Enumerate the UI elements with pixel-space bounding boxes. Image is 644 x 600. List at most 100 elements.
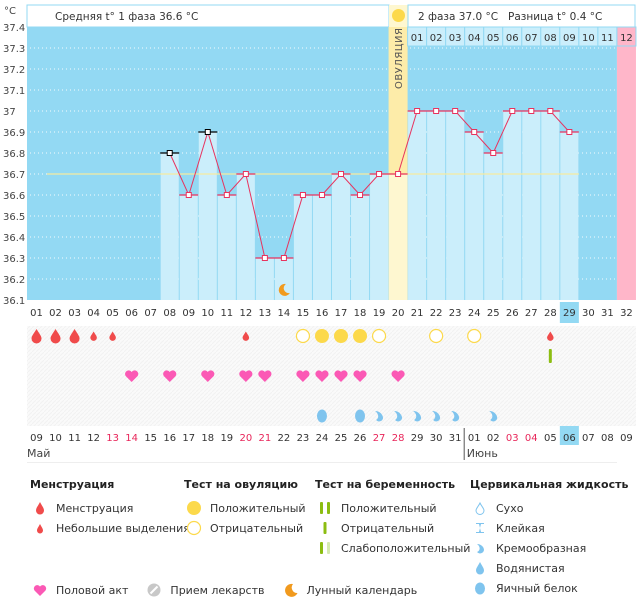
cycle-day-label: 22 <box>430 308 443 319</box>
y-tick-label: 36.9 <box>3 128 25 139</box>
temperature-line <box>169 110 570 259</box>
calendar-date-label: 27 <box>373 433 386 444</box>
calendar-date-label: 30 <box>430 433 443 444</box>
creamy-drop-icon <box>375 411 384 422</box>
spotting-drop-icon <box>90 331 97 341</box>
moon-icon <box>278 283 290 296</box>
calendar-date-label: 09 <box>30 433 43 444</box>
heart-icon <box>391 370 405 382</box>
legend-item: Клейкая <box>470 518 628 538</box>
cycle-day-label: 16 <box>316 308 329 319</box>
x-axis-calendar: 09 10 11 12 13 14 15 16 17 18 19 20 21 22 23 24 25 26 27 28… <box>27 426 633 463</box>
phase2-day-label: 01 <box>411 33 424 44</box>
legend-menstruation: Менструация Менструация Небольшие выделе… <box>30 478 190 538</box>
temperature-point <box>433 108 440 114</box>
calendar-date-label: 24 <box>316 433 329 444</box>
x-axis-cycle-days: 01 02 03 04 05 06 07 08 09 10 11 12 13 14 15 16 17 18 19 20… <box>30 302 633 323</box>
watery-drop-icon <box>470 560 490 576</box>
legend-label: Положительный <box>210 501 306 515</box>
temperature-bar <box>179 195 198 300</box>
cycle-day-label: 09 <box>182 308 195 319</box>
temperature-bar <box>255 258 274 300</box>
heart-icon <box>125 370 139 382</box>
calendar-date-label: 20 <box>239 433 252 444</box>
legend-title: Менструация <box>30 478 115 491</box>
heart-icon <box>353 370 367 382</box>
legend: Менструация Менструация Небольшие выделе… <box>0 470 644 597</box>
calendar-date-label: 05 <box>544 433 557 444</box>
cycle-day-label: 23 <box>449 308 462 319</box>
creamy-drop-icon <box>432 411 441 422</box>
cycle-day-label: 20 <box>392 308 405 319</box>
cycle-day-label: 13 <box>259 308 272 319</box>
heart-icon <box>163 370 177 382</box>
temperature-point <box>490 150 497 156</box>
cycle-day-label: 06 <box>125 308 138 319</box>
ovulation-test-positive-icon <box>314 329 329 343</box>
spotting-drop-icon <box>242 331 250 341</box>
temperature-bar <box>446 111 465 300</box>
phase2-day-label: 12 <box>620 33 633 44</box>
calendar-date-label: 08 <box>601 433 614 444</box>
legend-item: Прием лекарств <box>144 580 265 600</box>
cycle-day-label: 18 <box>354 308 367 319</box>
calendar-date-label: 26 <box>354 433 367 444</box>
temperature-point <box>528 108 535 114</box>
cycle-day-label: 29 <box>563 308 576 319</box>
legend-item: Отрицательный <box>184 518 306 538</box>
creamy-drop-icon <box>489 411 498 422</box>
calendar-date-label: 12 <box>87 433 100 444</box>
ovulation-sun-icon <box>392 9 405 22</box>
calendar-date-label: 23 <box>297 433 310 444</box>
legend-label: Лунный календарь <box>306 583 418 597</box>
ovulation-test-positive-icon <box>353 329 368 343</box>
calendar-date-label: 14 <box>125 433 138 444</box>
temperature-bar <box>236 174 255 300</box>
phase2-day-label: 05 <box>487 33 500 44</box>
legend-item: Положительный <box>184 498 306 518</box>
sticky-hourglass-icon <box>470 520 490 536</box>
phase1-value: 36.6 °C <box>159 11 198 23</box>
temperature-point <box>204 129 211 135</box>
y-tick-label: 37 <box>3 107 16 118</box>
cycle-day-label: 12 <box>239 308 252 319</box>
blood-drop-icon <box>30 500 50 516</box>
temperature-point <box>318 192 325 198</box>
calendar-date-label: 11 <box>68 433 81 444</box>
temperature-point <box>299 192 306 198</box>
next-cycle-column <box>616 27 636 300</box>
temperature-bar <box>522 111 541 300</box>
cycle-day-label: 30 <box>582 308 595 319</box>
y-tick-label: 36.1 <box>3 296 25 307</box>
legend-item: Положительный <box>315 498 470 518</box>
phase2-day-label: 07 <box>525 33 538 44</box>
cycle-day-label: 17 <box>335 308 348 319</box>
phase2-day-label: 11 <box>601 33 614 44</box>
heart-icon <box>201 370 215 382</box>
legend-label: Прием лекарств <box>170 583 265 597</box>
egg-white-icon <box>355 409 366 423</box>
cycle-day-label: 26 <box>506 308 519 319</box>
legend-item: Лунный календарь <box>281 580 418 600</box>
legend-ovulation-test: Тест на овуляцию Положительный Отрицател… <box>184 478 306 538</box>
legend-label: Слабоположительный <box>341 541 471 555</box>
ovulation-test-negative-icon <box>295 328 311 344</box>
temperature-point <box>414 108 421 114</box>
today-highlight <box>559 426 579 445</box>
cycle-day-label: 15 <box>297 308 310 319</box>
cycle-day-label: 02 <box>49 308 62 319</box>
legend-item: Отрицательный <box>315 518 470 538</box>
phase2-day-label: 06 <box>506 33 519 44</box>
legend-label: Отрицательный <box>341 521 435 535</box>
temperature-bar <box>484 153 503 300</box>
phase2-day-label: 03 <box>449 33 462 44</box>
temperature-bar <box>427 111 446 300</box>
calendar-date-label: 10 <box>49 433 62 444</box>
temperature-bar <box>408 111 427 300</box>
cycle-day-label: 03 <box>68 308 81 319</box>
annotation-grid <box>27 326 636 426</box>
cycle-day-label: 32 <box>620 308 633 319</box>
annotation-rows <box>27 326 636 426</box>
legend-label: Небольшие выделения <box>56 521 190 535</box>
cycle-day-label: 21 <box>411 308 424 319</box>
